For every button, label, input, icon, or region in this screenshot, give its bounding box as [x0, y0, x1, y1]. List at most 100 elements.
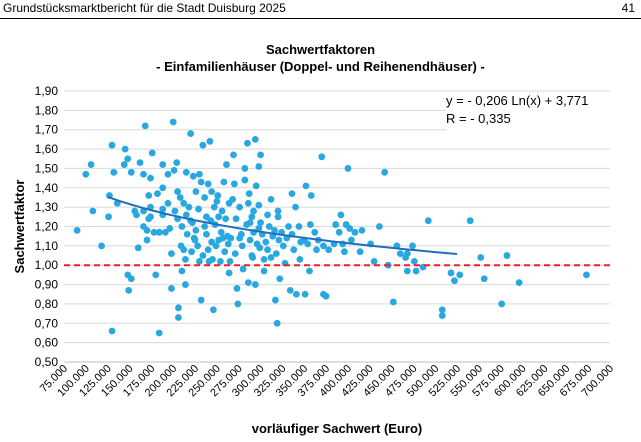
- data-point: [276, 275, 284, 283]
- data-point: [159, 205, 167, 213]
- data-point: [403, 250, 411, 257]
- data-point: [410, 257, 418, 265]
- data-point: [196, 257, 203, 265]
- y-tick-label: 1,30: [35, 200, 59, 214]
- data-point: [275, 236, 283, 244]
- data-point: [260, 267, 268, 275]
- data-point: [246, 236, 254, 244]
- data-point: [292, 290, 300, 298]
- data-point: [170, 166, 178, 174]
- data-point: [295, 223, 303, 230]
- y-tick-label: 1,20: [35, 220, 59, 234]
- data-point: [248, 213, 256, 221]
- data-point: [133, 211, 140, 219]
- data-point: [498, 300, 506, 308]
- data-point: [515, 279, 523, 287]
- data-point: [306, 267, 313, 275]
- data-point: [208, 238, 216, 246]
- data-point: [290, 246, 298, 254]
- data-point: [214, 192, 222, 199]
- data-point: [202, 213, 210, 221]
- data-point: [396, 250, 404, 257]
- data-point: [164, 199, 172, 207]
- data-point: [272, 250, 280, 257]
- data-point: [335, 228, 343, 236]
- y-tick-label: 1,50: [35, 161, 59, 175]
- data-point: [311, 228, 319, 236]
- data-point: [185, 203, 193, 211]
- data-point: [313, 246, 320, 254]
- y-axis-title: Sachwertfaktor: [12, 180, 27, 274]
- data-point: [221, 248, 229, 256]
- data-point: [168, 250, 175, 257]
- data-point: [477, 254, 485, 261]
- data-point: [255, 201, 263, 209]
- trendline-equation: y = - 0,206 Ln(x) + 3,771: [446, 93, 589, 108]
- data-point: [346, 225, 354, 232]
- y-tick-label: 0,80: [35, 297, 59, 311]
- data-point: [348, 236, 355, 244]
- data-point: [178, 267, 186, 275]
- data-point: [255, 163, 263, 170]
- data-point: [246, 219, 254, 227]
- data-point: [230, 151, 237, 159]
- data-point: [332, 221, 340, 228]
- data-point: [166, 225, 174, 232]
- data-point: [438, 306, 446, 314]
- data-point: [233, 285, 241, 292]
- data-point: [169, 118, 177, 126]
- data-point: [209, 306, 217, 314]
- data-point: [217, 228, 225, 236]
- data-point: [176, 194, 184, 201]
- chart-subtitle: - Einfamilienhäuser (Doppel- und Reihene…: [156, 59, 485, 74]
- data-point: [210, 203, 218, 211]
- data-point: [260, 256, 268, 263]
- data-point: [155, 329, 163, 337]
- data-point: [264, 246, 271, 254]
- data-point: [456, 271, 464, 279]
- data-point: [412, 267, 420, 275]
- data-point: [209, 256, 216, 263]
- data-point: [250, 207, 257, 215]
- data-point: [159, 161, 167, 168]
- y-tick-label: 0,70: [35, 316, 59, 330]
- data-point: [241, 176, 249, 184]
- data-point: [201, 194, 209, 201]
- x-axis-title: vorläufiger Sachwert (Euro): [252, 421, 422, 436]
- data-point: [257, 151, 264, 159]
- data-point: [302, 182, 310, 190]
- data-point: [409, 242, 416, 250]
- data-point: [252, 182, 260, 190]
- data-point: [197, 296, 205, 304]
- data-point: [220, 178, 228, 186]
- data-point: [451, 277, 458, 285]
- data-point: [224, 240, 232, 248]
- data-point: [195, 205, 202, 213]
- data-point: [134, 244, 142, 252]
- data-point: [204, 246, 212, 254]
- data-point: [108, 327, 116, 335]
- data-point: [356, 248, 364, 256]
- data-point: [182, 281, 189, 288]
- data-point: [244, 199, 252, 207]
- data-point: [196, 170, 203, 178]
- trendline: [107, 195, 458, 255]
- data-point: [168, 285, 175, 292]
- data-point: [208, 188, 216, 196]
- data-point: [274, 207, 282, 215]
- data-point: [218, 207, 226, 215]
- data-point: [262, 238, 270, 246]
- data-point: [175, 314, 182, 321]
- data-point: [251, 281, 259, 288]
- data-point: [273, 319, 281, 327]
- data-point: [213, 197, 221, 205]
- data-point: [215, 213, 223, 221]
- data-point: [188, 248, 195, 256]
- data-point: [389, 298, 397, 306]
- data-point: [255, 225, 263, 232]
- data-point: [127, 275, 135, 283]
- data-point: [238, 242, 246, 250]
- y-tick-label: 1,00: [35, 258, 59, 272]
- data-point: [159, 184, 167, 192]
- data-point: [239, 265, 247, 273]
